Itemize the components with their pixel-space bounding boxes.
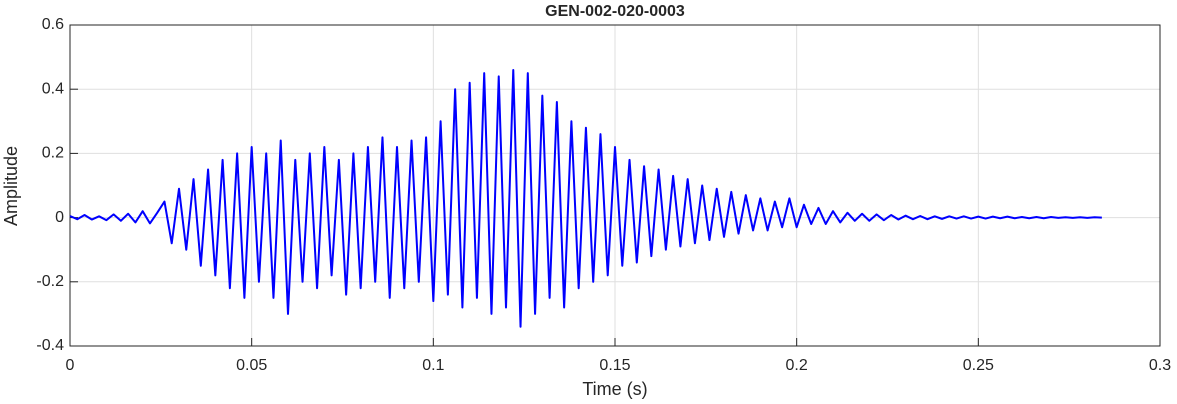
plot-frame [69,24,1161,347]
chart-title: GEN-002-020-0003 [545,3,685,20]
y-tick-label: -0.2 [36,273,64,290]
x-tick-label: 0.3 [1149,357,1171,374]
x-tick-label: 0.25 [963,357,994,374]
y-axis-label: Amplitude [1,146,21,226]
y-tick-label: -0.4 [36,337,64,354]
x-tick-label: 0.05 [236,357,267,374]
x-tick-label: 0.1 [422,357,444,374]
y-tick-label: 0.6 [42,16,64,33]
y-tick-label: 0 [55,209,64,226]
x-tick-label: 0.15 [599,357,630,374]
x-axis-label: Time (s) [582,379,647,399]
waveform-line [69,68,1102,328]
x-tick-label: 0 [66,357,75,374]
x-tick-label: 0.2 [786,357,808,374]
y-tick-label: 0.2 [42,145,64,162]
y-tick-label: 0.4 [42,80,64,97]
